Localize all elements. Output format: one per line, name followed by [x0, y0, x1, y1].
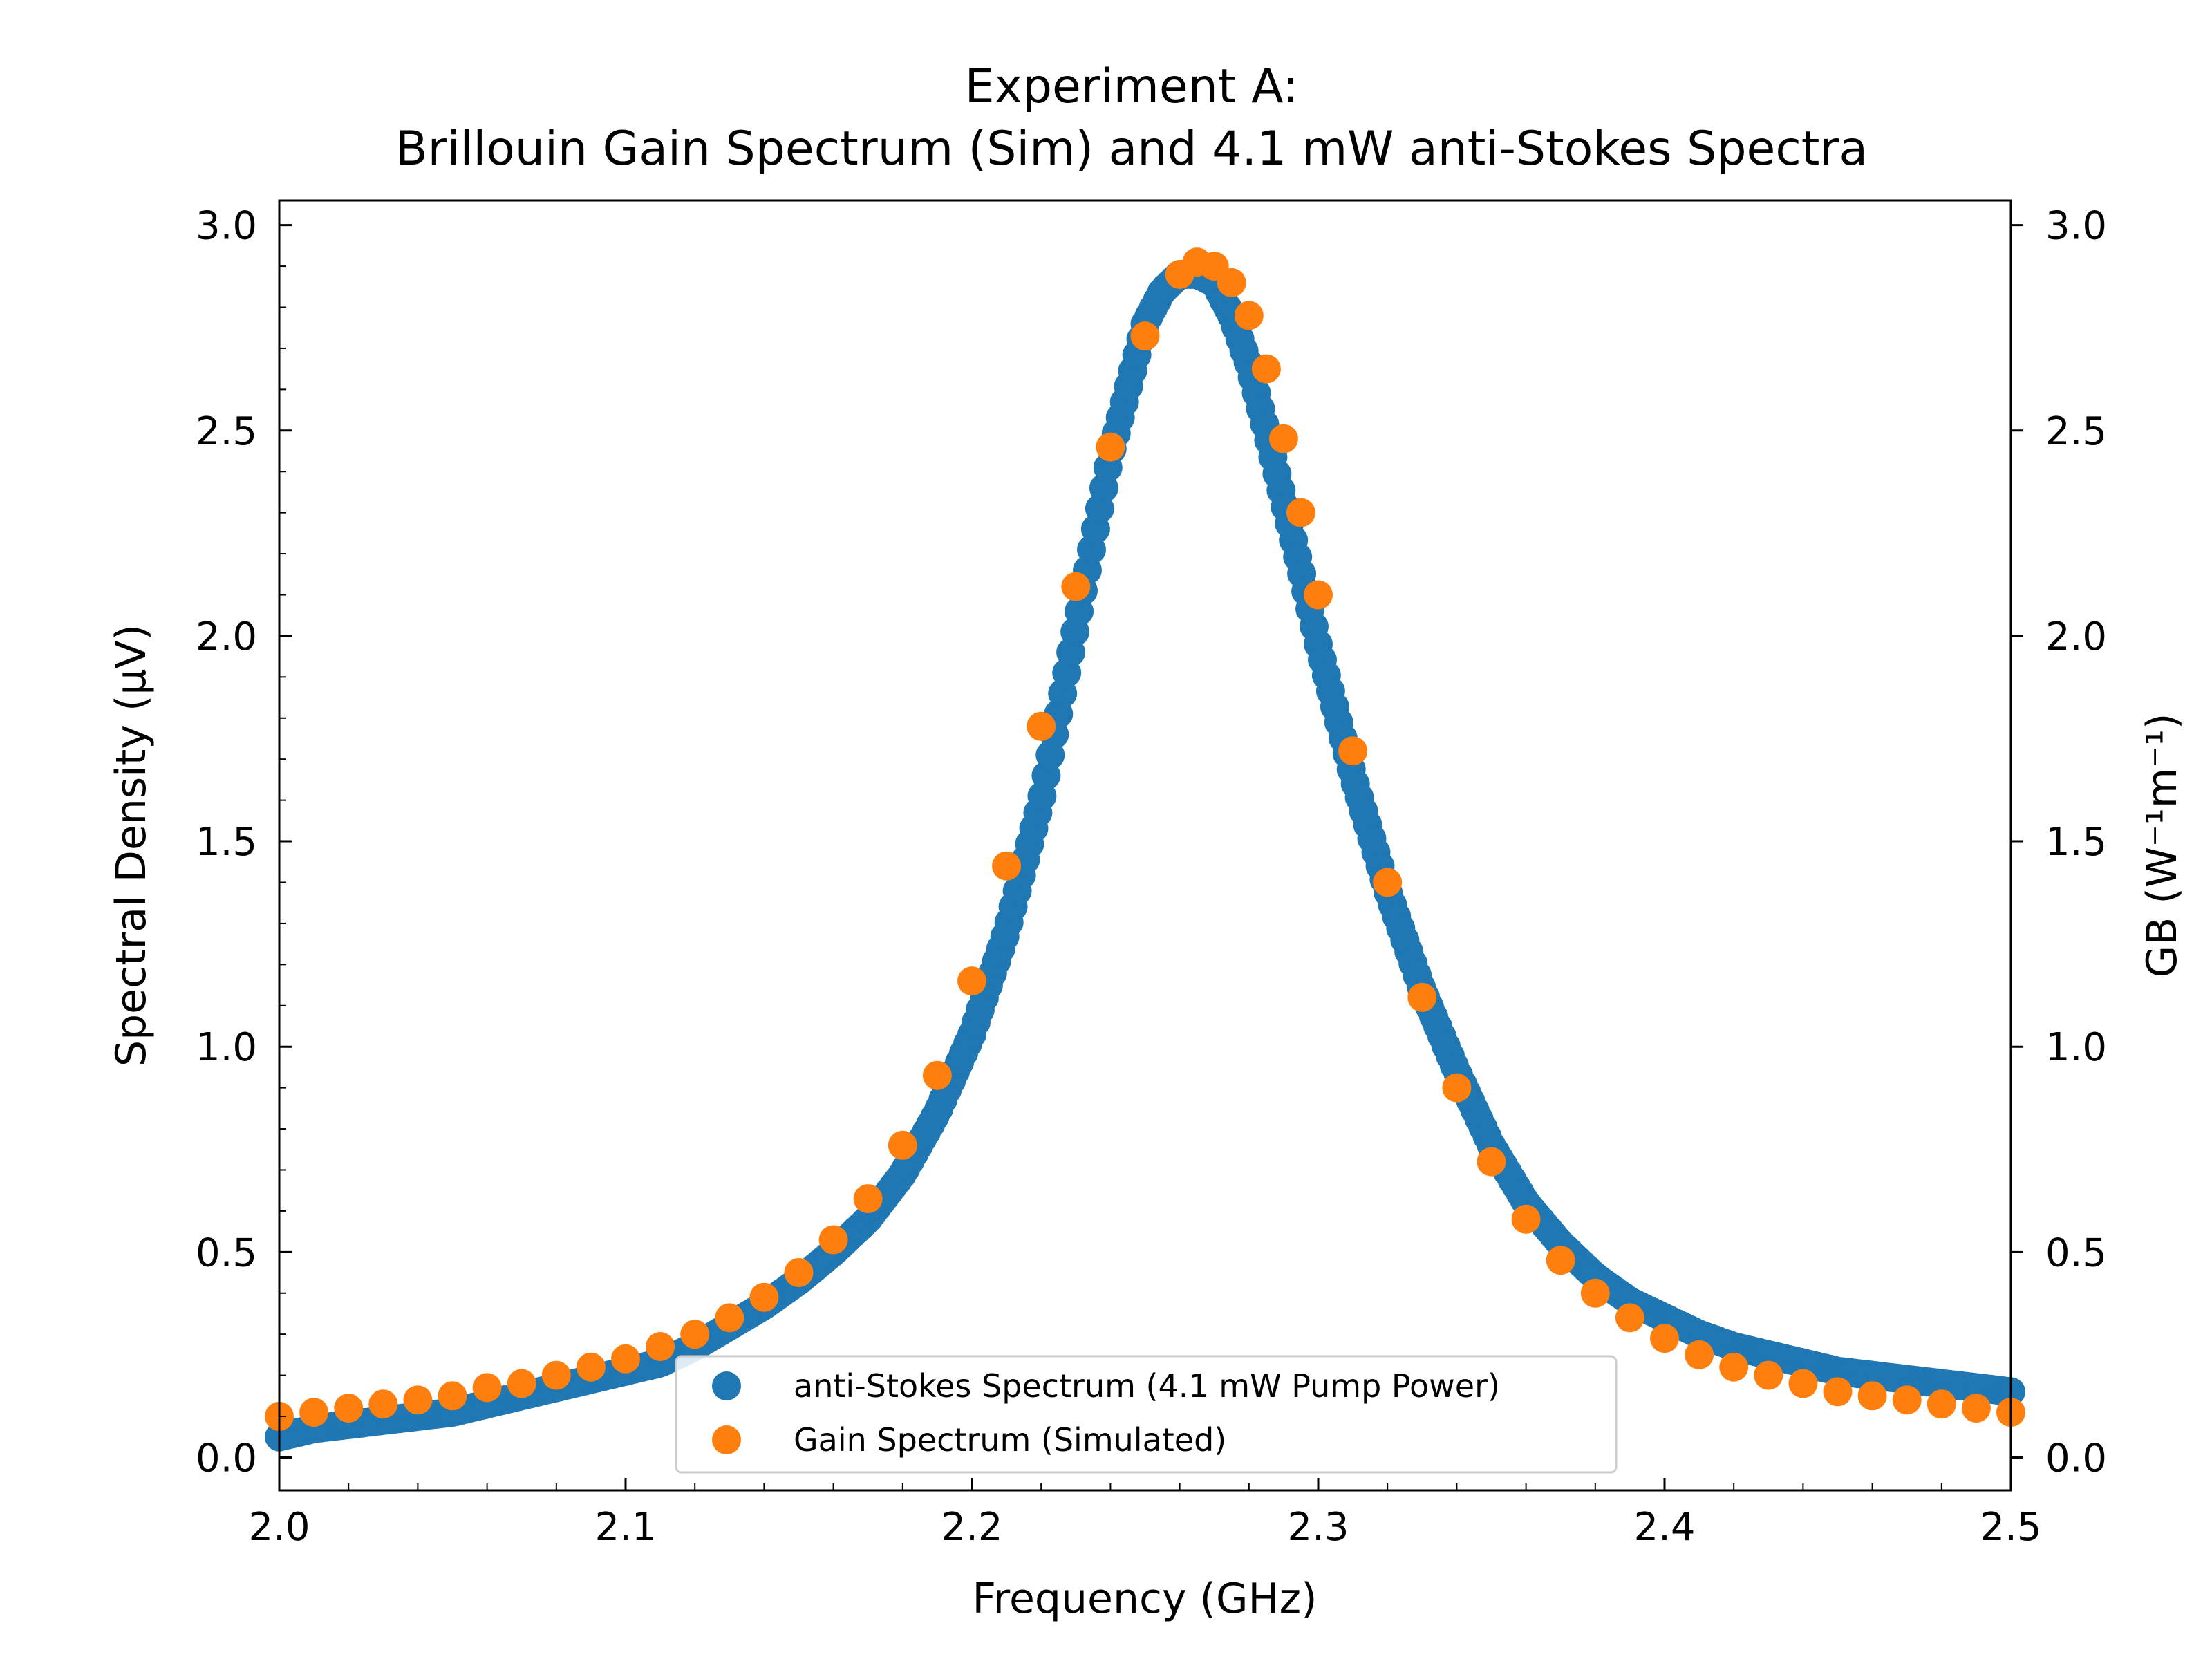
y-right-tick-label: 2.0: [2045, 615, 2107, 659]
gain-point: [1927, 1389, 1956, 1419]
gain-point: [818, 1225, 848, 1255]
y-left-tick-label: 2.5: [196, 409, 257, 454]
y-right-tick-label: 1.0: [2045, 1025, 2107, 1070]
y-right-tick-label: 1.5: [2045, 820, 2107, 865]
y-left-tick-label: 1.0: [196, 1025, 257, 1070]
gain-point: [507, 1369, 536, 1398]
legend: anti-Stokes Spectrum (4.1 mW Pump Power)…: [675, 1355, 1618, 1474]
x-tick-label: 2.4: [1633, 1505, 1695, 1550]
gain-point: [1096, 432, 1125, 462]
gain-point: [957, 966, 986, 996]
gain-point: [680, 1320, 710, 1349]
plot-points: [265, 247, 2025, 1452]
legend-marker-gain: [712, 1425, 741, 1454]
gain-point: [1788, 1369, 1818, 1398]
gain-point: [784, 1258, 814, 1287]
y-left-tick-label: 0.5: [196, 1230, 257, 1275]
gain-point: [1823, 1377, 1853, 1407]
gain-point: [1685, 1340, 1714, 1369]
gain-point: [1477, 1147, 1506, 1177]
gain-point: [1286, 498, 1315, 527]
gain-point: [1442, 1073, 1472, 1103]
gain-point: [1251, 354, 1281, 384]
gain-point: [368, 1389, 398, 1419]
gain-point: [1857, 1381, 1887, 1411]
legend-box: [675, 1355, 1618, 1474]
x-axis-label: Frequency (GHz): [973, 1575, 1318, 1623]
gain-point: [853, 1184, 883, 1214]
gain-point: [1580, 1278, 1610, 1308]
gain-point: [1130, 321, 1160, 351]
chart-title: Experiment A: Brillouin Gain Spectrum (S…: [395, 59, 1868, 176]
gain-point: [1511, 1204, 1541, 1234]
x-tick-label: 2.1: [594, 1505, 656, 1550]
gain-point: [1338, 736, 1368, 766]
chart-title-line-2: Brillouin Gain Spectrum (Sim) and 4.1 mW…: [395, 122, 1868, 176]
gain-point: [1373, 868, 1403, 897]
gain-point: [1892, 1385, 1922, 1415]
gain-point: [715, 1303, 744, 1333]
x-tick-label: 2.3: [1287, 1505, 1349, 1550]
gain-point: [1719, 1352, 1749, 1382]
y-right-tick-label: 2.5: [2045, 409, 2107, 454]
y-axis-label-left: Spectral Density (μV): [107, 624, 156, 1067]
gain-point: [1546, 1246, 1575, 1275]
plot-frame: [278, 199, 2012, 1492]
gain-point: [541, 1360, 571, 1390]
y-left-tick-label: 0.0: [196, 1436, 257, 1481]
axis-ticks: 2.0 2.1 2.2 2.3 2.4 2.50.00.51.01.52.02.53.00…: [196, 204, 2107, 1550]
y-left-tick-label: 3.0: [196, 204, 257, 249]
y-right-tick-label: 0.0: [2045, 1436, 2107, 1481]
gain-point: [438, 1381, 467, 1411]
y-right-tick-label: 0.5: [2045, 1230, 2107, 1275]
gain-point: [1234, 301, 1264, 330]
legend-label-anti-stokes: anti-Stokes Spectrum (4.1 mW Pump Power): [794, 1367, 1500, 1405]
y-axis-label-right: GB (W⁻¹m⁻¹): [2138, 713, 2186, 978]
gain-point: [646, 1332, 675, 1361]
gain-point: [299, 1398, 329, 1427]
gain-point: [1754, 1360, 1783, 1390]
y-left-tick-label: 1.5: [196, 820, 257, 865]
gain-point: [1304, 580, 1333, 610]
gain-point: [1268, 424, 1298, 453]
x-tick-label: 2.0: [248, 1505, 310, 1550]
gain-point: [749, 1282, 779, 1312]
y-left-tick-label: 2.0: [196, 615, 257, 659]
gain-point: [888, 1130, 917, 1160]
gain-point: [403, 1385, 433, 1415]
gain-point: [576, 1352, 606, 1382]
gain-point: [472, 1373, 502, 1403]
gain-point: [1650, 1324, 1679, 1353]
gain-point: [1027, 711, 1056, 741]
gain-point: [1961, 1394, 1991, 1423]
gain-point: [1061, 572, 1091, 601]
gain-point: [922, 1060, 952, 1090]
gain-point: [1217, 268, 1246, 297]
legend-marker-anti-stokes: [712, 1371, 741, 1400]
x-tick-label: 2.2: [941, 1505, 1002, 1550]
legend-label-gain: Gain Spectrum (Simulated): [794, 1421, 1226, 1459]
chart-title-line-1: Experiment A:: [965, 59, 1299, 114]
x-tick-label: 2.5: [1980, 1505, 2041, 1550]
gain-point: [1615, 1303, 1644, 1333]
y-right-tick-label: 3.0: [2045, 204, 2107, 249]
gain-point: [1407, 982, 1437, 1012]
gain-point: [992, 851, 1022, 881]
gain-point: [334, 1394, 364, 1423]
gain-point: [611, 1344, 640, 1374]
